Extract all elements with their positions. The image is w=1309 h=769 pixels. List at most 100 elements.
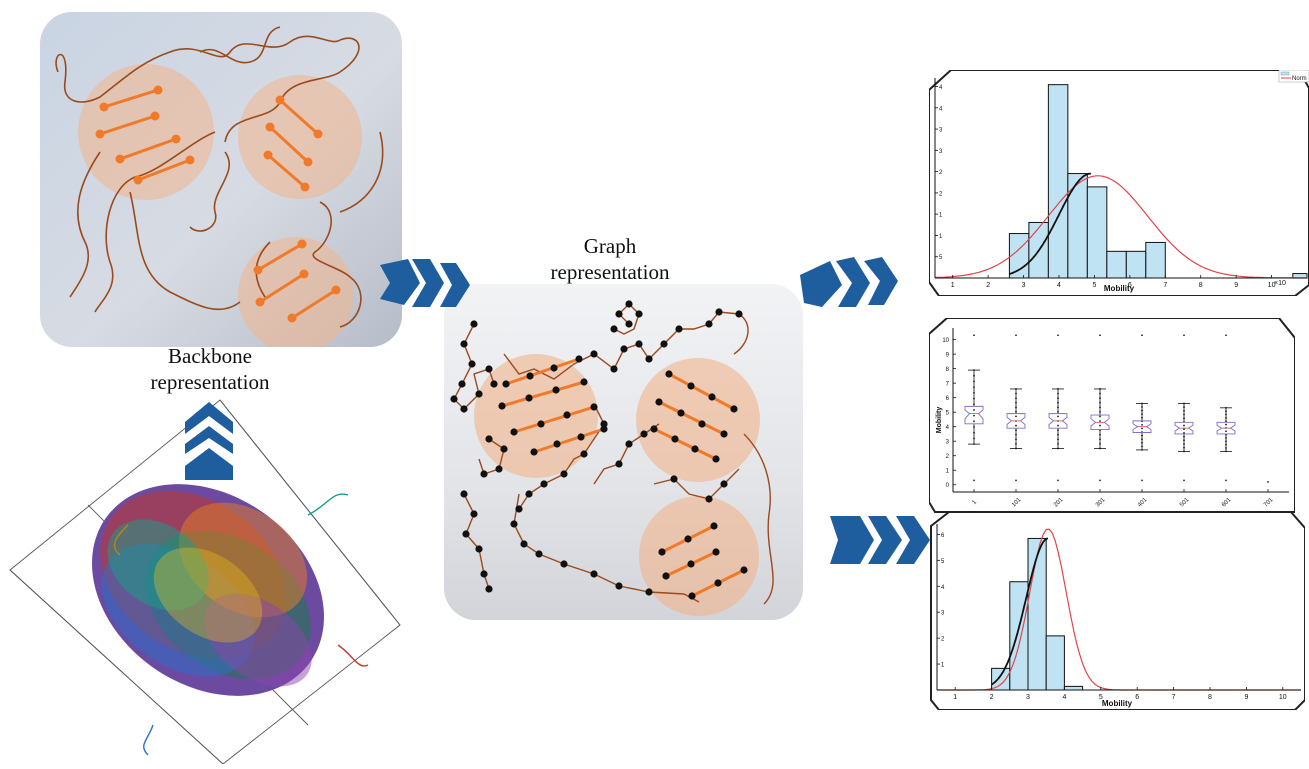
- y-tick-label: 0: [946, 483, 950, 489]
- fit-curve: [1009, 172, 1091, 275]
- x-tick-label: 1: [953, 694, 957, 701]
- molecular-simulation-box: [8, 395, 408, 765]
- y-tick-label: 3: [946, 440, 950, 446]
- x-tick-label: 1: [951, 282, 955, 289]
- y-tick-label: 7: [946, 382, 950, 388]
- data-point: [1183, 334, 1185, 337]
- x-tick-label: 6: [1135, 694, 1139, 701]
- y-tick-label: 3: [939, 128, 943, 134]
- box-body: [1216, 421, 1236, 435]
- histogram-top: 1 2 3 4 5 6 7 8 9 10 5 1 1 2 2 3 3 4 4 Mobility ×10 Norm: [928, 69, 1309, 297]
- y-tick-label: 9: [946, 353, 950, 359]
- boxplot-svg: 0 1 2 3 4 5 6 7 8 9 10 1 101 201 301 401 501 601 701 Mobi…: [928, 317, 1296, 513]
- histogram-bar: [1125, 250, 1147, 279]
- histogram-top-xlabel: Mobility: [1104, 284, 1135, 293]
- box-body: [1090, 414, 1110, 431]
- x-tick-label: 201: [1053, 497, 1065, 509]
- data-point: [1141, 479, 1143, 482]
- box-body: [1174, 421, 1194, 435]
- crystal-region: [238, 75, 362, 199]
- data-point: [973, 479, 975, 482]
- chevron-arrow-right-1: [380, 259, 470, 307]
- data-point: [1015, 415, 1017, 418]
- box-body: [964, 405, 984, 425]
- legend-swatch-hist: [1280, 71, 1290, 76]
- histogram-bar: [1027, 537, 1047, 691]
- graph-panel-drawing: [444, 284, 803, 620]
- backbone-caption-line1: Backbone: [168, 344, 252, 368]
- boxplot-frame: [928, 317, 1296, 513]
- graph-nodes: [450, 300, 748, 600]
- histogram-bottom-xlabel: Mobility: [1102, 699, 1133, 708]
- y-tick-label: 4: [939, 106, 943, 112]
- data-point: [1225, 430, 1227, 433]
- crystal-region: [639, 496, 759, 616]
- x-tick-label: 3: [1022, 282, 1026, 289]
- data-point: [1183, 479, 1185, 482]
- histogram-bar: [1086, 186, 1108, 279]
- histogram-top-legend: Norm: [1278, 69, 1309, 83]
- graph-caption-line1: Graph: [583, 234, 637, 258]
- data-point: [1015, 479, 1017, 482]
- data-point: [1267, 480, 1269, 483]
- boxplot-ylabel: Mobility: [936, 407, 943, 434]
- data-point: [1015, 424, 1017, 427]
- data-point: [1141, 427, 1143, 430]
- y-tick-label: 6: [941, 533, 945, 539]
- molecular-box-drawing: [9, 399, 401, 765]
- data-point: [1057, 415, 1059, 418]
- data-point: [1057, 334, 1059, 337]
- data-point: [1099, 479, 1101, 482]
- crystal-bonds: [99, 88, 337, 320]
- histogram-bottom-frame: [930, 511, 1306, 711]
- y-tick-label: 5: [939, 255, 943, 261]
- x-tick-label: 2: [986, 282, 990, 289]
- x-tick-label: 9: [1244, 694, 1248, 701]
- x-tick-label: 701: [1263, 497, 1275, 509]
- histogram-bar: [1292, 273, 1308, 279]
- data-point: [1057, 479, 1059, 482]
- data-point: [973, 420, 975, 423]
- histogram-bar: [1106, 250, 1127, 279]
- data-point: [1225, 423, 1227, 426]
- polymer-chains: [55, 26, 384, 328]
- y-tick-label: 10: [942, 338, 949, 344]
- y-tick-label: 5: [941, 559, 945, 565]
- chevron-arrow-right-2: [800, 257, 898, 307]
- y-tick-label: 1: [939, 213, 943, 219]
- data-point: [1183, 424, 1185, 427]
- chevron-arrow-right-3: [830, 516, 930, 564]
- data-point: [1099, 424, 1101, 427]
- x-tick-label: 101: [1011, 497, 1023, 509]
- x-tick-label: 6: [1128, 282, 1132, 289]
- data-point: [1099, 334, 1101, 337]
- box-body: [1006, 413, 1026, 429]
- graph-panel: [444, 284, 803, 620]
- histogram-bar: [1063, 685, 1084, 691]
- x-tick-label: 301: [1095, 497, 1107, 509]
- x-tick-label: 8: [1208, 694, 1212, 701]
- y-tick-label: 4: [939, 85, 943, 91]
- histogram-bar: [1045, 635, 1065, 691]
- y-tick-label: 4: [941, 585, 945, 591]
- y-tick-label: 6: [946, 396, 950, 402]
- data-point: [1183, 432, 1185, 434]
- x-tick-label: 2: [990, 694, 994, 701]
- histogram-bar: [1047, 84, 1069, 279]
- box-body: [1048, 413, 1068, 429]
- y-tick-label: 2: [946, 454, 950, 460]
- y-tick-label: 2: [939, 191, 943, 197]
- y-tick-label: 4: [946, 425, 950, 431]
- histogram-top-svg: 1 2 3 4 5 6 7 8 9 10 5 1 1 2 2 3 3 4 4 Mobility ×10 Norm: [928, 69, 1309, 297]
- y-tick-label: 3: [939, 149, 943, 155]
- x-tick-label: 8: [1199, 282, 1203, 289]
- x-tick-label: 5: [1099, 694, 1103, 701]
- data-point: [1225, 334, 1227, 337]
- histogram-bottom: 1 2 3 4 5 6 7 8 9 10 1 2 3 4 5 6 Mobility: [929, 510, 1306, 711]
- data-point: [1015, 334, 1017, 337]
- data-point: [1141, 424, 1143, 426]
- data-point: [973, 334, 975, 337]
- backbone-caption-line2: representation: [150, 370, 270, 394]
- y-tick-label: 1: [939, 234, 943, 240]
- data-point: [973, 414, 975, 417]
